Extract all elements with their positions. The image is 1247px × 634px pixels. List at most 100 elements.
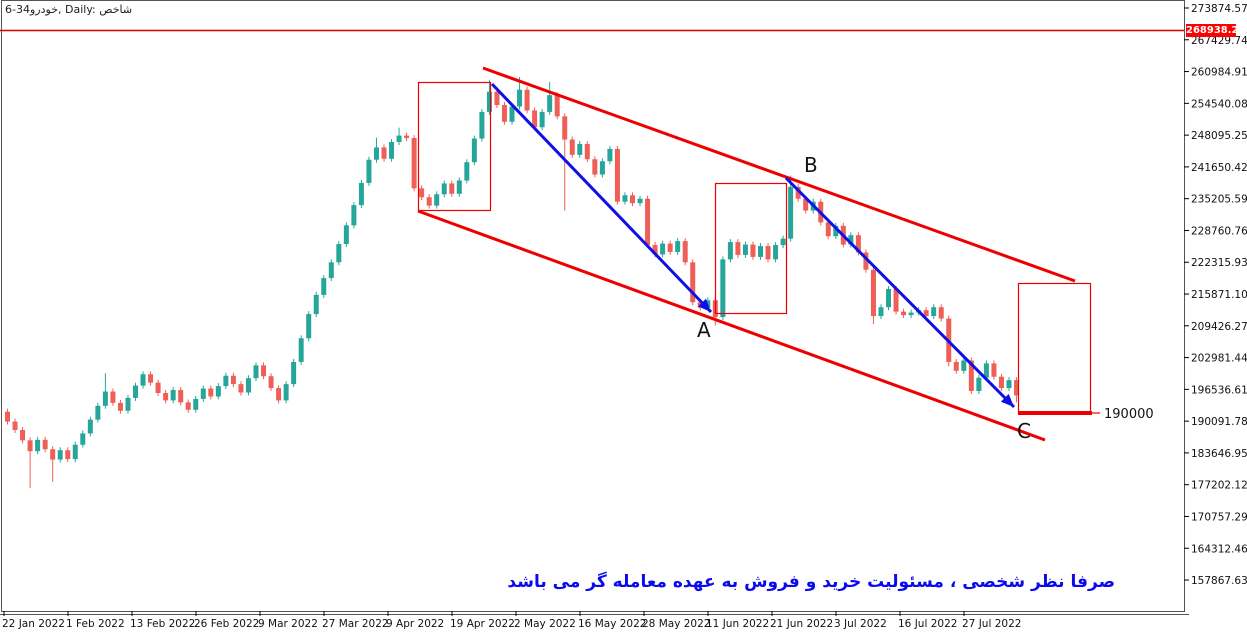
up-candle (479, 111, 485, 139)
up-candle (660, 243, 666, 255)
up-candle (758, 246, 763, 257)
down-candle (178, 390, 184, 403)
up-candle (351, 205, 357, 226)
point-label-C[interactable]: C (1017, 419, 1031, 443)
up-candle (456, 180, 462, 194)
down-candle (268, 376, 274, 389)
down-candle (50, 449, 56, 460)
up-candle (976, 377, 982, 392)
down-candle (65, 450, 71, 460)
up-candle (517, 89, 523, 107)
down-candle (501, 105, 507, 122)
down-candle (230, 375, 236, 385)
up-candle (848, 235, 854, 245)
up-candle (170, 390, 176, 401)
up-candle (200, 388, 206, 399)
down-candle (645, 198, 651, 246)
down-candle (110, 391, 116, 403)
down-candle (825, 222, 831, 237)
candle-wick (104, 373, 106, 409)
mid-channel-rectangle[interactable] (714, 182, 788, 315)
target-price-label: 190000 (1104, 407, 1154, 422)
up-candle (961, 360, 967, 371)
down-candle (155, 382, 161, 393)
upper-channel-trendline[interactable] (482, 66, 1076, 283)
up-candle (358, 182, 364, 206)
date-tick-label: 26 Feb 2022 (194, 618, 259, 630)
down-candle (117, 402, 123, 411)
up-candle (509, 106, 515, 122)
down-candle (449, 183, 455, 194)
down-candle (238, 384, 244, 393)
target-zone-rectangle[interactable] (1017, 282, 1092, 415)
up-candle (486, 91, 492, 112)
channel-trendlines[interactable] (417, 66, 1076, 442)
point-label-A[interactable]: A (697, 318, 711, 342)
down-candle (185, 402, 191, 410)
price-tick-label: 183646.95 (1191, 448, 1247, 460)
up-candle (215, 386, 221, 397)
down-candle (5, 411, 10, 422)
price-tick-label: 228760.76 (1191, 225, 1247, 237)
down-candle (148, 374, 154, 383)
down-candle (419, 188, 425, 198)
lower-channel-trendline[interactable] (417, 209, 1046, 442)
down-candle (163, 392, 169, 401)
up-candle (720, 259, 726, 318)
date-tick-label: 11 Jun 2022 (706, 618, 769, 630)
date-tick-label: 2 May 2022 (514, 618, 576, 630)
up-candle (675, 241, 681, 252)
down-candle (923, 310, 929, 317)
down-candle (532, 110, 538, 128)
date-tick-label: 3 Jul 2022 (834, 618, 887, 630)
price-tick-label: 164312.46 (1191, 543, 1247, 555)
down-candle (735, 242, 741, 255)
date-tick-label: 22 Jan 2022 (2, 618, 65, 630)
up-candle (833, 225, 839, 237)
price-axis[interactable]: 273874.57 267429.74 260984.91 254540.08 2480… (1184, 3, 1247, 587)
down-candle (524, 89, 530, 111)
up-candle (878, 307, 884, 317)
supply-zone-rectangle[interactable] (417, 81, 492, 212)
down-candle (411, 138, 417, 189)
target-price-line[interactable]: 190000 (1018, 407, 1154, 422)
up-candle (441, 183, 447, 195)
point-labels[interactable]: A B C (697, 153, 1031, 443)
up-candle (95, 405, 101, 420)
trend-arrows[interactable] (490, 82, 1016, 409)
date-tick-label: 16 May 2022 (578, 618, 646, 630)
down-candle (276, 388, 282, 401)
up-candle (607, 148, 613, 162)
up-candle (434, 194, 440, 206)
up-candle (622, 195, 628, 202)
down-candle (614, 148, 620, 202)
price-tick-label: 241650.42 (1191, 162, 1247, 174)
down-candle (261, 365, 267, 377)
price-tick-label: 215871.10 (1191, 289, 1247, 301)
up-candle (396, 135, 402, 142)
price-tick-label: 248095.25 (1191, 130, 1247, 142)
down-candle (968, 360, 974, 392)
price-tick-label: 170757.29 (1191, 511, 1247, 523)
up-candle (306, 314, 312, 339)
price-tick-label: 273874.57 (1191, 3, 1247, 15)
up-candle (464, 162, 470, 181)
down-candle (765, 246, 771, 260)
point-label-B[interactable]: B (804, 153, 818, 177)
price-tick-label: 202981.44 (1191, 353, 1247, 365)
date-tick-label: 21 Jun 2022 (770, 618, 833, 630)
up-candle (223, 375, 229, 387)
up-candle (773, 245, 779, 260)
decline-arrow-2[interactable] (784, 176, 1016, 409)
up-candle (35, 439, 41, 452)
up-candle (133, 385, 139, 398)
down-candle (208, 388, 214, 397)
disclaimer-text[interactable]: صرفا نظر شخصی ، مسئولیت خرید و فروش به ع… (507, 572, 1115, 592)
price-tick-label: 190091.78 (1191, 416, 1247, 428)
date-tick-label: 27 Jul 2022 (962, 618, 1021, 630)
up-candle (87, 419, 93, 434)
up-candle (125, 397, 131, 411)
decline-arrow-1[interactable] (490, 82, 713, 314)
